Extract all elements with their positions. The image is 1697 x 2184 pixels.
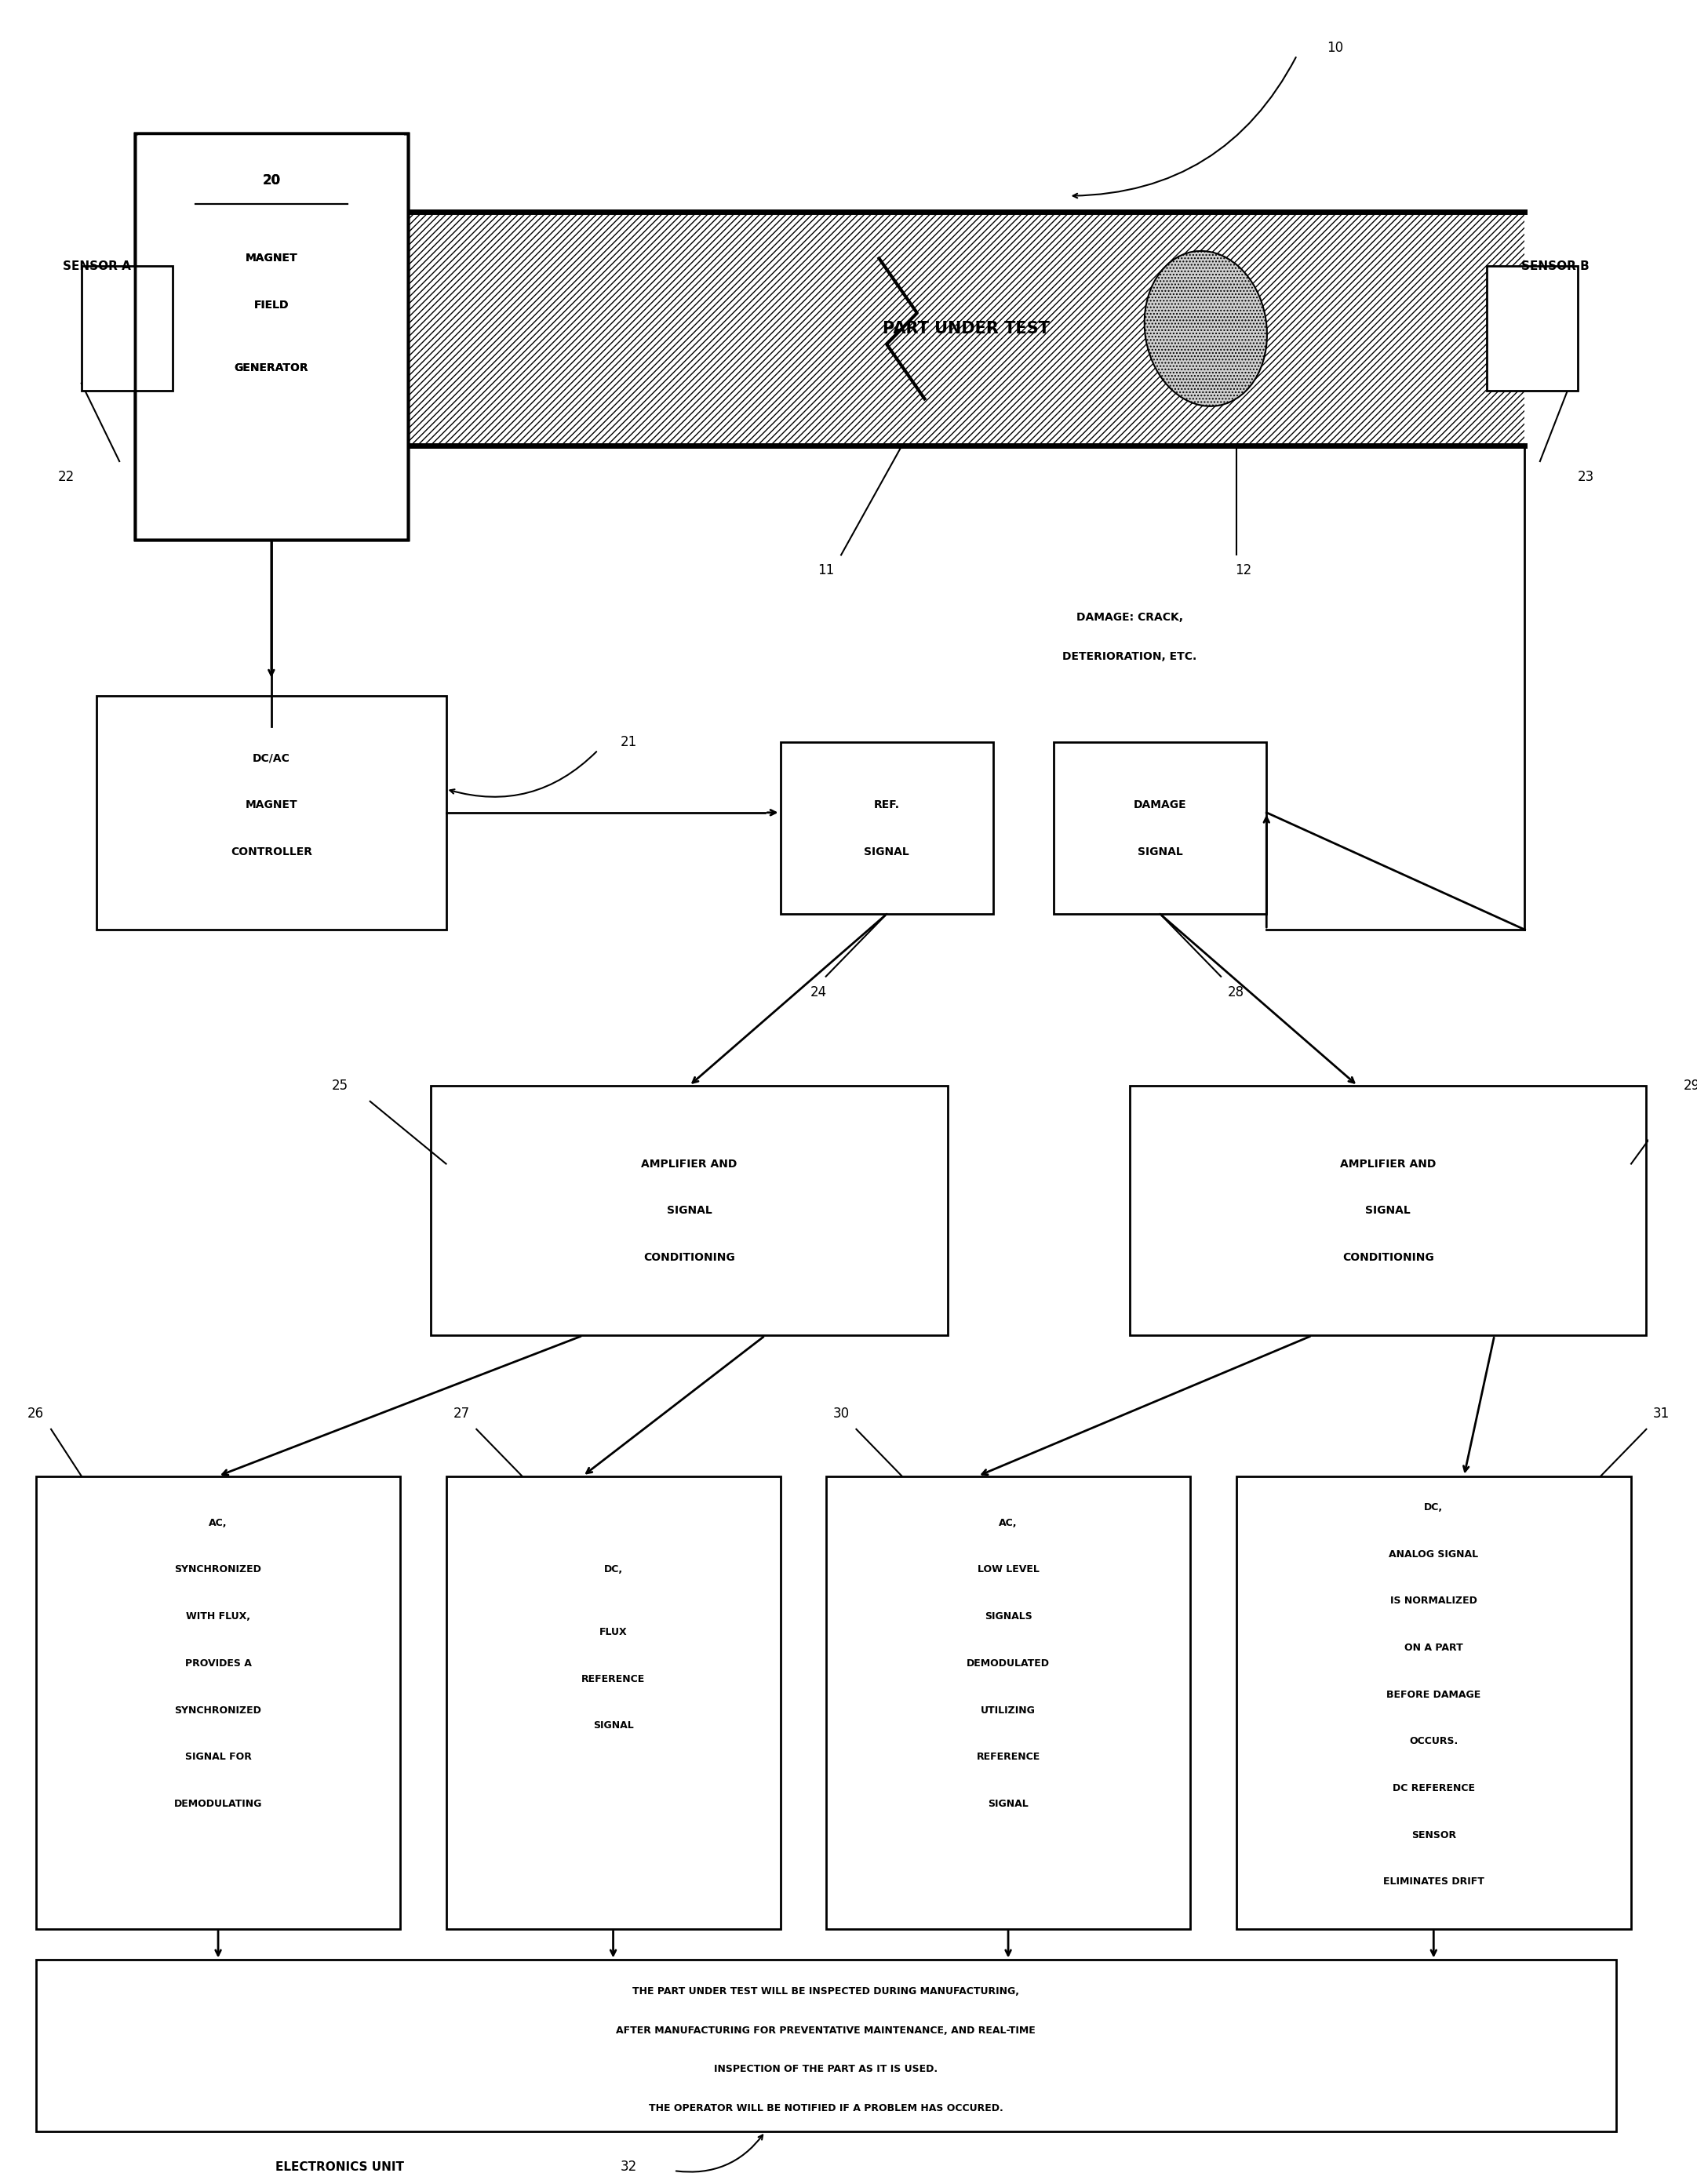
Bar [36,1959,1616,2132]
Text: 31: 31 [1653,1406,1670,1420]
Text: SIGNAL: SIGNAL [592,1721,633,1732]
Text: CONTROLLER: CONTROLLER [231,845,312,856]
Text: AC,: AC, [209,1518,227,1529]
Text: GENERATOR: GENERATOR [234,363,309,373]
Bar [781,743,993,915]
Text: FLUX: FLUX [599,1627,628,1638]
Text: 32: 32 [619,2160,636,2173]
Text: DC/AC: DC/AC [253,753,290,764]
Text: ANALOG SIGNAL: ANALOG SIGNAL [1388,1548,1478,1559]
Text: THE PART UNDER TEST WILL BE INSPECTED DURING MANUFACTURING,: THE PART UNDER TEST WILL BE INSPECTED DU… [633,1985,1020,1996]
Bar [81,266,173,391]
Bar [407,212,1526,446]
Text: 23: 23 [1577,470,1593,485]
Text: SYNCHRONIZED: SYNCHRONIZED [175,1706,261,1714]
Text: AFTER MANUFACTURING FOR PREVENTATIVE MAINTENANCE, AND REAL-TIME: AFTER MANUFACTURING FOR PREVENTATIVE MAI… [616,2025,1035,2035]
Text: FIELD: FIELD [255,299,288,310]
Bar [1487,266,1578,391]
Text: SIGNALS: SIGNALS [984,1612,1032,1623]
Text: REF.: REF. [874,799,899,810]
Text: ELIMINATES DRIFT: ELIMINATES DRIFT [1383,1876,1485,1887]
Text: DEMODULATING: DEMODULATING [175,1800,263,1808]
Text: AC,: AC, [1000,1518,1018,1529]
Text: DAMAGE: DAMAGE [1134,799,1186,810]
Text: INSPECTION OF THE PART AS IT IS USED.: INSPECTION OF THE PART AS IT IS USED. [714,2064,938,2075]
Text: IS NORMALIZED: IS NORMALIZED [1390,1597,1476,1605]
Text: UTILIZING: UTILIZING [981,1706,1035,1714]
Bar [1130,1085,1646,1337]
Text: 26: 26 [27,1406,44,1420]
Text: 22: 22 [58,470,75,485]
Bar [826,1476,1191,1928]
Ellipse shape [1144,251,1268,406]
Text: DAMAGE: CRACK,: DAMAGE: CRACK, [1076,612,1183,622]
Text: ELECTRONICS UNIT: ELECTRONICS UNIT [275,2160,404,2173]
Text: SENSOR B: SENSOR B [1521,260,1588,273]
Text: CONDITIONING: CONDITIONING [1342,1251,1434,1262]
Text: BEFORE DAMAGE: BEFORE DAMAGE [1386,1690,1481,1699]
Bar [431,1085,947,1337]
Text: SIGNAL: SIGNAL [864,845,910,856]
Bar [134,133,407,539]
Text: PART UNDER TEST: PART UNDER TEST [882,321,1050,336]
Bar [446,1476,781,1928]
Text: MAGNET: MAGNET [244,253,297,264]
Text: 20: 20 [263,173,280,188]
Text: 24: 24 [809,985,826,998]
Text: CONDITIONING: CONDITIONING [643,1251,735,1262]
Text: PROVIDES A: PROVIDES A [185,1658,251,1669]
Bar [134,133,407,539]
Text: REFERENCE: REFERENCE [582,1673,645,1684]
Text: DC,: DC, [604,1564,623,1575]
Text: SIGNAL FOR: SIGNAL FOR [185,1752,251,1762]
Text: 20: 20 [263,173,280,188]
Text: DC,: DC, [1424,1503,1442,1511]
Text: 21: 21 [619,736,636,749]
Bar [134,212,407,446]
Bar [1054,743,1266,915]
Text: DC REFERENCE: DC REFERENCE [1393,1782,1475,1793]
Bar [97,695,446,930]
Text: 25: 25 [331,1079,348,1092]
Text: DEMODULATED: DEMODULATED [967,1658,1050,1669]
Text: REFERENCE: REFERENCE [976,1752,1040,1762]
Text: MAGNET: MAGNET [244,253,297,264]
Bar [36,1476,400,1928]
Text: SYNCHRONIZED: SYNCHRONIZED [175,1564,261,1575]
Text: 11: 11 [818,563,835,577]
Text: ON A PART: ON A PART [1405,1642,1463,1653]
Bar [139,135,404,210]
Text: SIGNAL: SIGNAL [1366,1206,1410,1216]
Text: GENERATOR: GENERATOR [234,363,309,373]
Text: 28: 28 [1229,985,1244,998]
Text: 30: 30 [833,1406,850,1420]
Text: 10: 10 [1327,41,1342,55]
Text: THE OPERATOR WILL BE NOTIFIED IF A PROBLEM HAS OCCURED.: THE OPERATOR WILL BE NOTIFIED IF A PROBL… [648,2103,1003,2114]
Text: MAGNET: MAGNET [244,799,297,810]
Bar [134,133,407,539]
Text: 27: 27 [453,1406,470,1420]
Text: OCCURS.: OCCURS. [1409,1736,1458,1747]
Text: SIGNAL: SIGNAL [667,1206,711,1216]
Text: SIGNAL: SIGNAL [988,1800,1028,1808]
Text: FIELD: FIELD [255,299,288,310]
Text: AMPLIFIER AND: AMPLIFIER AND [1341,1158,1436,1168]
Text: DETERIORATION, ETC.: DETERIORATION, ETC. [1062,651,1196,662]
Text: SENSOR: SENSOR [1412,1830,1456,1841]
Text: 12: 12 [1235,563,1252,577]
Bar [1235,1476,1631,1928]
Text: WITH FLUX,: WITH FLUX, [187,1612,251,1623]
Text: AMPLIFIER AND: AMPLIFIER AND [641,1158,736,1168]
Text: SIGNAL: SIGNAL [1137,845,1183,856]
Text: LOW LEVEL: LOW LEVEL [977,1564,1039,1575]
Text: 29: 29 [1683,1079,1697,1092]
Text: SENSOR A: SENSOR A [63,260,131,273]
Bar [134,133,407,539]
